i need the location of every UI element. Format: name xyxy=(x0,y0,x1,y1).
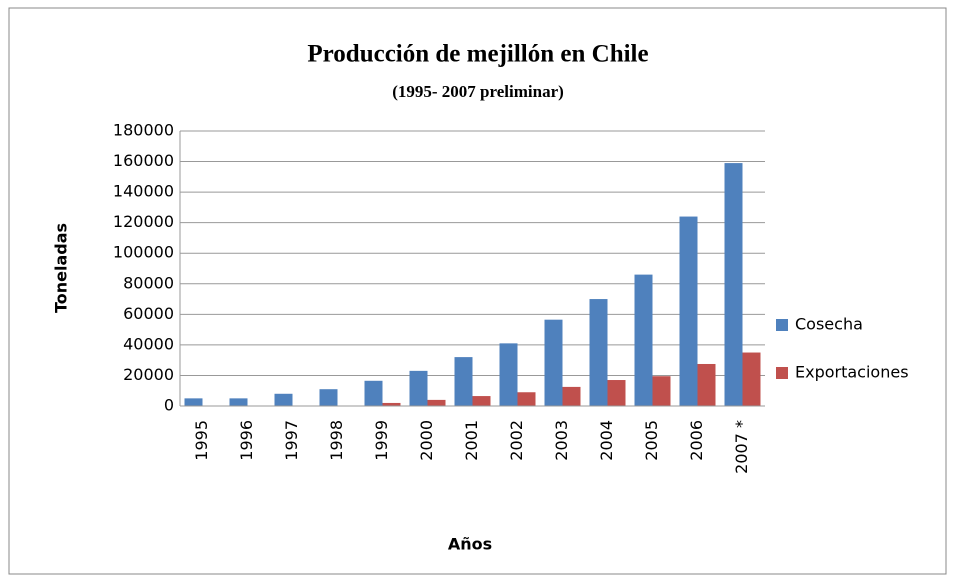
bar xyxy=(634,274,653,406)
bar xyxy=(274,393,293,406)
x-tick-label: 2003 xyxy=(552,420,571,461)
x-tick-label: 1998 xyxy=(327,420,346,461)
x-tick-label: 2005 xyxy=(642,420,661,461)
bar xyxy=(697,363,716,406)
y-tick-label: 180000 xyxy=(113,121,174,140)
x-axis-title: Años xyxy=(448,535,492,554)
bar xyxy=(562,386,581,406)
y-tick-label: 140000 xyxy=(113,182,174,201)
x-tick-label: 2002 xyxy=(507,420,526,461)
y-tick-label: 100000 xyxy=(113,243,174,262)
y-axis-title: Toneladas xyxy=(52,223,71,313)
bar xyxy=(652,376,671,406)
chart-border xyxy=(8,7,947,575)
bar xyxy=(742,352,761,406)
bar xyxy=(382,402,401,406)
y-tick-label: 160000 xyxy=(113,151,174,170)
bar xyxy=(679,216,698,406)
legend-swatch xyxy=(776,367,788,379)
y-tick-label: 80000 xyxy=(123,273,174,292)
bar xyxy=(544,319,563,406)
chart-title: Producción de mejillón en Chile xyxy=(307,41,648,68)
y-tick-label: 40000 xyxy=(123,334,174,353)
x-tick-label: 2004 xyxy=(597,420,616,461)
bar xyxy=(454,357,473,406)
bar xyxy=(517,392,536,406)
y-tick-label: 0 xyxy=(164,396,174,415)
x-tick-label: 1995 xyxy=(192,420,211,461)
y-tick-label: 20000 xyxy=(123,365,174,384)
legend-label: Cosecha xyxy=(795,315,863,334)
bar xyxy=(319,389,338,406)
x-tick-label: 1997 xyxy=(282,420,301,461)
x-tick-label: 2001 xyxy=(462,420,481,461)
bar xyxy=(724,163,743,406)
bar xyxy=(427,399,446,406)
y-tick-label: 120000 xyxy=(113,212,174,231)
bar xyxy=(499,343,518,406)
x-tick-label: 2006 xyxy=(687,420,706,461)
bar xyxy=(472,396,491,406)
bar xyxy=(589,299,608,406)
x-tick-label: 2000 xyxy=(417,420,436,461)
bar xyxy=(607,380,626,406)
y-tick-label: 60000 xyxy=(123,304,174,323)
x-tick-label: 1999 xyxy=(372,420,391,461)
x-tick-label: 2007 * xyxy=(732,420,751,474)
bar xyxy=(184,398,203,406)
bar xyxy=(364,380,383,406)
legend-label: Exportaciones xyxy=(795,363,909,382)
chart-subtitle: (1995- 2007 preliminar) xyxy=(392,82,564,101)
legend-swatch xyxy=(776,319,788,331)
bar xyxy=(229,398,248,406)
x-tick-label: 1996 xyxy=(237,420,256,461)
bar xyxy=(409,370,428,406)
